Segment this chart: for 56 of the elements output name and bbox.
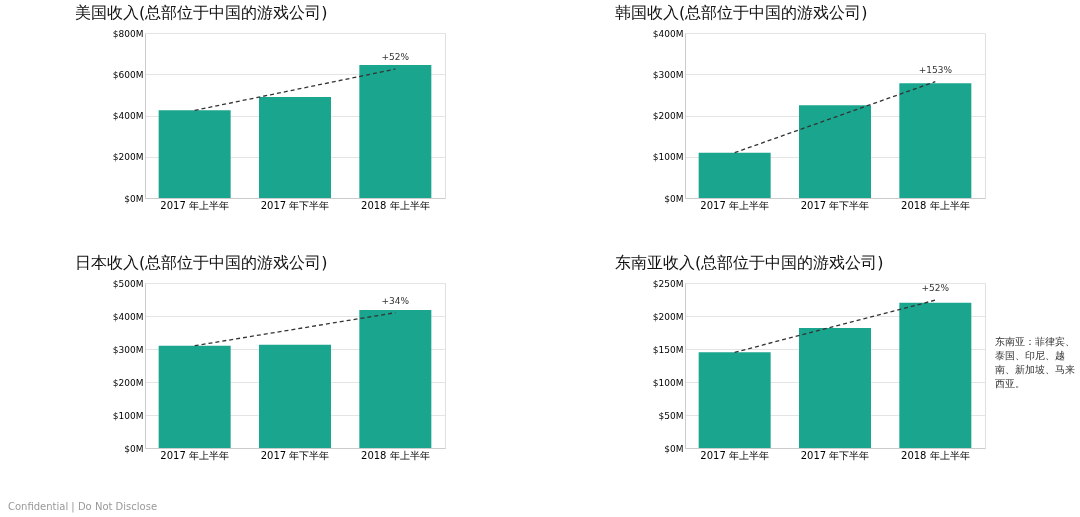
y-tick-label: $250M	[652, 278, 684, 289]
y-tick-label: $100M	[652, 377, 684, 388]
bar	[799, 327, 871, 448]
y-tick-label: $400M	[652, 28, 684, 39]
y-tick-label: $600M	[112, 69, 144, 80]
x-tick-label: 2017 年上半年	[700, 449, 769, 461]
bar	[158, 110, 231, 198]
bar	[158, 345, 231, 448]
y-tick-label: $0M	[124, 193, 144, 204]
bar	[259, 344, 331, 448]
bar	[899, 302, 972, 448]
x-tick-label: 2017 年上半年	[700, 199, 769, 211]
bar	[698, 152, 771, 198]
y-tick-label: $200M	[652, 111, 684, 121]
x-tick-label: 2018 年上半年	[361, 199, 430, 211]
text: 东南亚：菲律宾、泰国、印尼、越南、新加坡、马来西亚。	[995, 335, 1075, 391]
bar	[899, 83, 972, 198]
bar	[359, 64, 432, 198]
annotation: +52%	[921, 283, 950, 294]
annotation: +34%	[381, 295, 410, 306]
y-tick-label: $200M	[112, 152, 144, 163]
y-tick-label: $150M	[652, 344, 684, 355]
bar	[259, 96, 331, 198]
chart-title: 日本收入(总部位于中国的游戏公司)	[75, 253, 328, 272]
x-tick-label: 2018 年上半年	[901, 199, 970, 211]
bar	[698, 352, 771, 448]
y-tick-label: $50M	[658, 410, 684, 421]
x-tick-label: 2017 年上半年	[160, 449, 229, 461]
annotation: +153%	[918, 64, 953, 75]
y-tick-label: $100M	[112, 410, 144, 421]
chart-title: 美国收入(总部位于中国的游戏公司)	[75, 3, 328, 22]
bar	[799, 105, 871, 198]
y-tick-label: $100M	[652, 152, 684, 163]
y-tick-label: $800M	[112, 28, 144, 39]
y-tick-label: $0M	[124, 443, 144, 454]
x-tick-label: 2017 年下半年	[800, 199, 870, 211]
x-tick-label: 2017 年下半年	[800, 449, 870, 461]
y-tick-label: $400M	[112, 111, 144, 121]
x-tick-label: 2017 年上半年	[160, 199, 229, 211]
bar	[359, 310, 432, 448]
annotation: +52%	[381, 52, 410, 63]
text: Confidential | Do Not Disclose	[8, 501, 158, 512]
y-tick-label: $0M	[664, 193, 684, 204]
y-tick-label: $300M	[652, 69, 684, 80]
x-tick-label: 2017 年下半年	[260, 199, 330, 211]
chart-title: 韩国收入(总部位于中国的游戏公司)	[615, 3, 868, 22]
chart-title: 东南亚收入(总部位于中国的游戏公司)	[615, 253, 884, 272]
y-tick-label: $200M	[652, 311, 684, 322]
x-tick-label: 2017 年下半年	[260, 449, 330, 461]
y-tick-label: $300M	[112, 344, 144, 355]
x-tick-label: 2018 年上半年	[901, 449, 970, 461]
y-tick-label: $500M	[112, 278, 144, 289]
y-tick-label: $400M	[112, 311, 144, 322]
y-tick-label: $0M	[664, 443, 684, 454]
y-tick-label: $200M	[112, 377, 144, 388]
x-tick-label: 2018 年上半年	[361, 449, 430, 461]
